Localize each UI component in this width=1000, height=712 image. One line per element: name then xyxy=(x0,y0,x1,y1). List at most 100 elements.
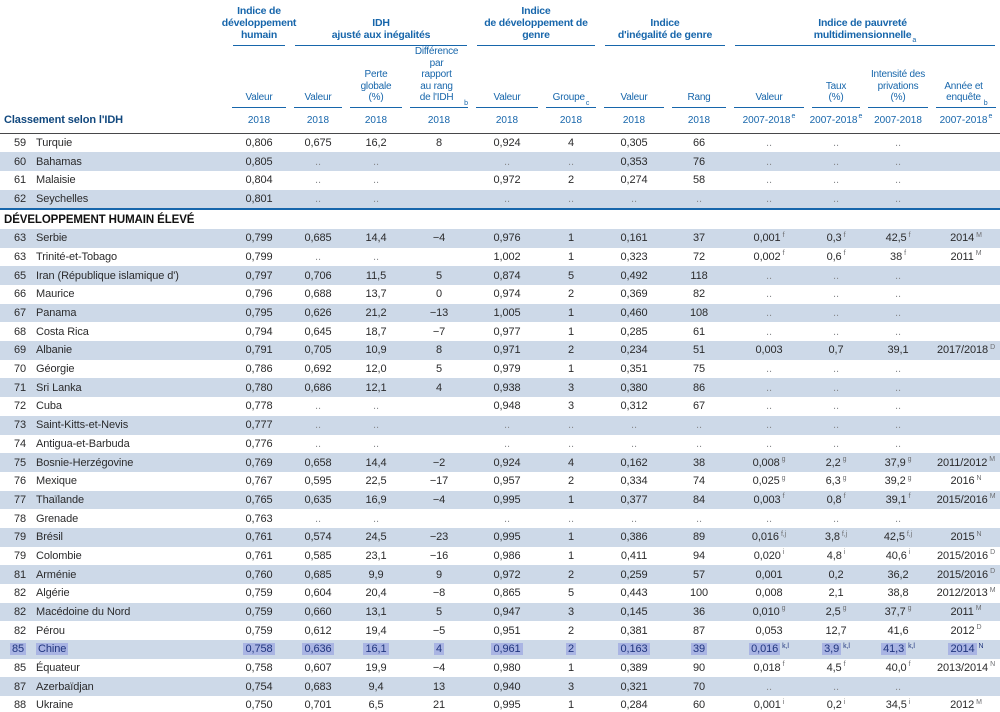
value-cell: 0,595 xyxy=(304,475,332,488)
value-cell: 0,685 xyxy=(304,232,332,245)
value-cell: 2015/2016 M xyxy=(936,493,996,506)
value-cell: .. xyxy=(833,325,839,338)
year-gdi-group: 2018 xyxy=(542,107,600,134)
value-cell: −8 xyxy=(432,587,446,600)
value-cell: 94 xyxy=(692,549,706,562)
country-name-cell: Bahamas xyxy=(36,155,82,168)
value-cell: 3,8 f,j xyxy=(824,530,848,544)
country-name-cell: Albanie xyxy=(36,344,72,357)
section-header-row: DÉVELOPPEMENT HUMAIN ÉLEVÉ xyxy=(0,209,1000,229)
value-cell: 0,938 xyxy=(493,381,521,394)
table-body: 59 Turquie 0,806 0,675 16,2 8 0,924 4 0,305 66...… xyxy=(0,133,1000,712)
value-cell: 1 xyxy=(567,699,575,712)
country-row: 85 Équateur 0,758 0,607 19,9 −4 0,980 1 0,389 90 0… xyxy=(0,659,1000,678)
country-name-cell: Géorgie xyxy=(36,363,75,376)
value-cell: 0,971 xyxy=(493,344,521,357)
country-name-cell: Azerbaïdjan xyxy=(36,680,94,693)
value-cell: 0,995 xyxy=(493,699,521,712)
value-cell: 2 xyxy=(567,475,575,488)
value-cell: 37,7 g xyxy=(884,605,912,619)
value-cell: 12,7 xyxy=(825,624,847,637)
value-cell: 70 xyxy=(692,680,706,693)
year-hdi-value: 2018 xyxy=(228,107,290,134)
value-cell: 82 xyxy=(692,288,706,301)
footnote-marker: N xyxy=(978,642,984,650)
value-cell: 37,9 g xyxy=(884,455,912,469)
value-cell: 0,492 xyxy=(620,269,648,282)
value-cell: .. xyxy=(631,419,637,432)
value-cell: 60 xyxy=(692,699,706,712)
country-row: 82 Macédoine du Nord 0,759 0,660 13,1 5 0,947 3… xyxy=(0,602,1000,622)
value-cell: 13,7 xyxy=(365,288,387,301)
value-cell: 39,1 f xyxy=(885,493,911,506)
year-rank-difference: 2018 xyxy=(406,107,472,134)
hdi-rank-cell: 74 xyxy=(13,437,26,450)
value-cell: 34,5 i xyxy=(885,698,911,712)
value-cell: 1,002 xyxy=(493,250,521,263)
value-cell: 0,411 xyxy=(620,549,648,562)
footnote-marker: D xyxy=(976,624,982,632)
country-row: 79 Brésil 0,761 0,574 24,5 −23 0,995 1 0,386 89 0,… xyxy=(0,527,1000,547)
value-cell: .. xyxy=(504,437,510,450)
country-row: 78 Grenade 0,763.................. xyxy=(0,509,1000,528)
value-cell: .. xyxy=(766,512,772,525)
country-row: 87 Azerbaïdjan 0,754 0,683 9,4 13 0,940 3 0,321 7… xyxy=(0,677,1000,697)
value-cell: 0,443 xyxy=(620,587,648,600)
country-row: 67 Panama 0,795 0,626 21,2 −13 1,005 1 0,460 108.… xyxy=(0,303,1000,323)
value-cell: .. xyxy=(895,419,901,432)
value-cell: 10,9 xyxy=(365,344,387,357)
country-name-cell: Trinité-et-Tobago xyxy=(36,250,118,263)
country-row: 63 Trinité-et-Tobago 0,799.... 1,002 1 0,323 7… xyxy=(0,248,1000,267)
value-cell: 0,380 xyxy=(620,381,648,394)
value-cell: 2013/2014 N xyxy=(936,661,996,675)
value-cell: 67 xyxy=(692,400,706,413)
col-gdi-group: Groupe c xyxy=(542,46,600,108)
value-cell xyxy=(932,152,1000,171)
value-cell: 0,020 i xyxy=(753,549,785,562)
value-cell: 0,761 xyxy=(245,549,273,562)
hdi-rank-cell: 59 xyxy=(13,136,26,149)
value-cell: 19,9 xyxy=(365,662,387,675)
value-cell: 1 xyxy=(567,325,575,338)
value-cell: 0,574 xyxy=(304,531,332,544)
footnote-marker: f xyxy=(843,231,846,239)
country-name-cell: Mexique xyxy=(36,475,77,488)
value-cell: .. xyxy=(568,437,574,450)
value-cell: 2,2 g xyxy=(825,455,847,469)
country-row: 61 Malaisie 0,804.... 0,972 2 0,274 58...... xyxy=(0,171,1000,190)
value-cell: 90 xyxy=(692,662,706,675)
value-cell xyxy=(406,152,472,171)
value-cell: .. xyxy=(568,155,574,168)
value-cell: 0,645 xyxy=(304,325,332,338)
footnote-marker: g xyxy=(781,474,786,482)
value-cell: 0,016 k,l xyxy=(749,642,789,656)
value-cell xyxy=(932,397,1000,416)
value-cell: 38 f xyxy=(890,250,906,263)
country-row: 68 Costa Rica 0,794 0,645 18,7 −7 0,977 1 0,285 6… xyxy=(0,322,1000,341)
value-cell: 16,9 xyxy=(365,493,387,506)
footnote-marker: M xyxy=(989,455,995,463)
value-cell: 9 xyxy=(435,568,443,581)
value-cell: 0,234 xyxy=(620,344,648,357)
hdi-rank-cell: 77 xyxy=(13,493,26,506)
value-cell: 40,6 i xyxy=(885,549,911,562)
value-cell: 0,750 xyxy=(245,699,273,712)
country-name-cell: Chine xyxy=(36,643,69,656)
value-cell: 0,758 xyxy=(243,643,275,656)
value-cell: .. xyxy=(895,288,901,301)
value-cell: 13,1 xyxy=(365,606,387,619)
value-cell: 0,3 f xyxy=(826,231,846,245)
footnote-marker: D xyxy=(990,343,996,351)
value-cell: .. xyxy=(373,512,379,525)
value-cell: 0,995 xyxy=(493,531,521,544)
value-cell: 0,780 xyxy=(245,381,273,394)
footnote-marker: k,l xyxy=(843,642,850,650)
footnote-marker: k,l xyxy=(908,642,915,650)
value-cell: 16,2 xyxy=(365,136,387,149)
value-cell: 0,025 g xyxy=(752,474,786,488)
value-cell: .. xyxy=(833,419,839,432)
value-cell: 5 xyxy=(435,606,443,619)
value-cell: 0,795 xyxy=(245,307,273,320)
value-cell: 4 xyxy=(567,136,575,149)
